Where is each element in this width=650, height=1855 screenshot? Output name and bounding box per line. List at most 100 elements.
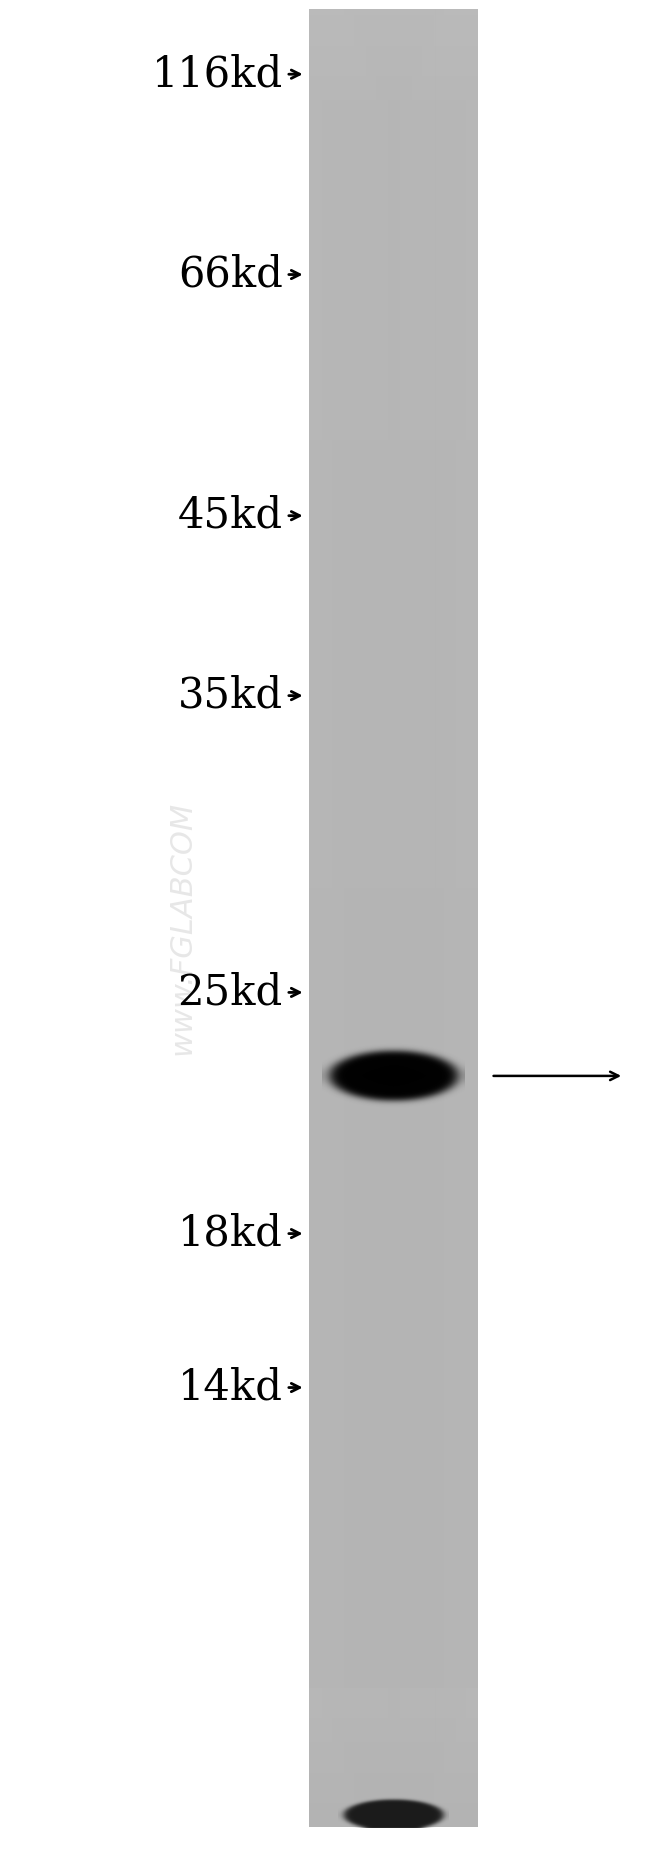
Bar: [309, 1033, 478, 1039]
Bar: [309, 1009, 478, 1015]
Bar: [387, 9, 388, 1827]
Bar: [309, 1560, 478, 1567]
Bar: [334, 9, 336, 1827]
Bar: [309, 427, 478, 434]
Bar: [309, 1822, 478, 1827]
Bar: [329, 9, 331, 1827]
Bar: [309, 1094, 478, 1100]
Bar: [309, 1458, 478, 1464]
Bar: [309, 119, 478, 124]
Bar: [309, 798, 478, 803]
Bar: [309, 1445, 478, 1451]
Bar: [309, 966, 478, 972]
Bar: [361, 9, 363, 1827]
Bar: [309, 707, 478, 712]
Bar: [309, 1488, 478, 1493]
Bar: [366, 9, 368, 1827]
Bar: [365, 9, 366, 1827]
Bar: [309, 579, 478, 584]
Bar: [309, 1627, 478, 1632]
Bar: [309, 840, 478, 846]
Bar: [309, 1015, 478, 1022]
Bar: [309, 1028, 478, 1033]
Bar: [309, 282, 478, 288]
Bar: [415, 9, 417, 1827]
Bar: [309, 1391, 478, 1397]
Bar: [412, 9, 413, 1827]
Bar: [442, 9, 444, 1827]
Bar: [309, 1306, 478, 1311]
Bar: [309, 785, 478, 790]
Bar: [309, 560, 478, 568]
Bar: [309, 1707, 478, 1712]
Bar: [404, 9, 405, 1827]
Bar: [309, 1228, 478, 1234]
Bar: [309, 397, 478, 403]
Bar: [309, 1760, 478, 1766]
Bar: [309, 330, 478, 336]
Bar: [309, 555, 478, 560]
Bar: [309, 403, 478, 410]
Bar: [309, 1542, 478, 1549]
Bar: [473, 9, 474, 1827]
Bar: [309, 573, 478, 579]
Bar: [309, 416, 478, 421]
Bar: [309, 1530, 478, 1536]
Bar: [309, 239, 478, 245]
Bar: [311, 9, 312, 1827]
Bar: [309, 1004, 478, 1009]
Bar: [309, 1742, 478, 1749]
Bar: [309, 82, 478, 87]
Bar: [309, 937, 478, 942]
Bar: [396, 9, 398, 1827]
Bar: [309, 95, 478, 100]
Bar: [309, 1196, 478, 1204]
Bar: [309, 1469, 478, 1477]
Bar: [309, 1621, 478, 1627]
Bar: [309, 790, 478, 798]
Bar: [309, 1506, 478, 1512]
Bar: [309, 1749, 478, 1755]
Bar: [309, 675, 478, 683]
Bar: [328, 9, 329, 1827]
Bar: [309, 1143, 478, 1148]
Bar: [309, 712, 478, 718]
Bar: [309, 1119, 478, 1124]
Bar: [467, 9, 469, 1827]
Bar: [309, 1785, 478, 1790]
Bar: [309, 731, 478, 736]
Bar: [309, 1354, 478, 1360]
Bar: [309, 694, 478, 699]
Bar: [341, 9, 343, 1827]
Bar: [309, 1063, 478, 1070]
Bar: [309, 76, 478, 82]
Bar: [466, 9, 467, 1827]
Bar: [309, 991, 478, 996]
Bar: [309, 833, 478, 840]
Bar: [309, 391, 478, 397]
Bar: [309, 1081, 478, 1087]
Bar: [309, 1324, 478, 1330]
Bar: [309, 646, 478, 651]
Bar: [309, 1766, 478, 1773]
Bar: [309, 367, 478, 373]
Bar: [309, 1269, 478, 1276]
Bar: [309, 506, 478, 512]
Bar: [380, 9, 382, 1827]
Bar: [452, 9, 454, 1827]
Text: 18kd: 18kd: [178, 1213, 283, 1254]
Bar: [309, 1172, 478, 1178]
Bar: [309, 742, 478, 749]
Bar: [388, 9, 390, 1827]
Bar: [464, 9, 466, 1827]
Bar: [358, 9, 359, 1827]
Bar: [309, 263, 478, 269]
Bar: [309, 1161, 478, 1167]
Bar: [309, 1287, 478, 1295]
Bar: [309, 774, 478, 779]
Bar: [309, 1658, 478, 1664]
Bar: [309, 1632, 478, 1640]
Bar: [309, 154, 478, 161]
Bar: [309, 1616, 478, 1621]
Bar: [309, 1343, 478, 1349]
